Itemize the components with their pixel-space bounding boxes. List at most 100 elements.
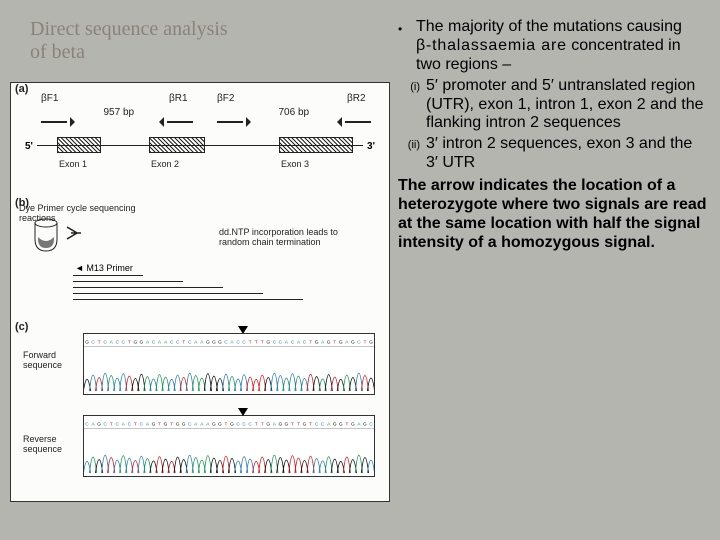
svg-text:G: G [351,340,355,346]
svg-text:G: G [212,340,216,346]
svg-text:G: G [176,422,180,428]
svg-text:C: C [236,340,240,346]
svg-text:T: T [261,340,264,346]
svg-text:A: A [285,340,289,346]
svg-text:G: G [182,422,186,428]
svg-text:A: A [230,340,234,346]
svg-text:A: A [146,422,150,428]
svg-text:T: T [128,340,131,346]
fragment-line [73,287,223,288]
svg-text:G: G [206,340,210,346]
svg-text:G: G [369,340,373,346]
svg-text:A: A [164,340,168,346]
svg-text:A: A [110,340,114,346]
primer-βF2: βF2 [217,93,234,104]
svg-text:A: A [297,340,301,346]
page-title: Direct sequence analysis of beta [30,18,230,64]
svg-text:T: T [255,422,258,428]
fragment-line [73,281,183,282]
svg-text:T: T [110,422,113,428]
m13-label: ◄ M13 Primer [75,263,133,273]
svg-text:G: G [285,422,289,428]
svg-text:A: A [122,422,126,428]
svg-text:G: G [333,422,337,428]
heterozygote-arrow-fwd [238,326,248,334]
svg-text:A: A [194,422,198,428]
svg-text:C: C [188,422,192,428]
amplicon-label: 957 bp [104,107,135,118]
arrow-explanation: The arrow indicates the location of a he… [398,177,708,253]
gene-structure: 5' 3' βF1βR1βF2βR2 957 bp706 bp Exon 1Ex… [19,89,381,189]
five-prime-label: 5' [25,141,33,152]
svg-text:C: C [122,340,126,346]
svg-text:A: A [194,340,198,346]
primer-arrow [163,119,193,125]
svg-text:T: T [309,340,312,346]
forward-chromatogram: GCTCACCTGGACAACCTCAAGGGCACCTTTGCCACACTGA… [83,333,375,395]
svg-text:T: T [261,422,264,428]
list-marker-ii: (ii) [398,135,426,173]
exon-box [57,137,101,153]
svg-text:T: T [363,340,366,346]
svg-text:G: G [327,340,331,346]
svg-text:C: C [303,340,307,346]
chromatogram-section: Forward sequence GCTCACCTGGACAACCTCAAGGG… [19,327,381,495]
svg-text:C: C [170,340,174,346]
svg-text:T: T [255,340,258,346]
dyeprimer-label-1: Dye Primer cycle sequencing [19,203,136,213]
svg-text:A: A [273,422,277,428]
svg-text:A: A [327,422,331,428]
exon-box [279,137,353,153]
svg-text:C: C [152,340,156,346]
svg-text:G: G [140,340,144,346]
svg-text:C: C [321,422,325,428]
svg-text:C: C [115,340,119,346]
svg-text:A: A [91,422,95,428]
svg-text:G: G [218,340,222,346]
svg-text:C: C [273,340,277,346]
svg-text:A: A [357,422,361,428]
three-prime-label: 3' [367,141,375,152]
description-text: • The majority of the mutations causing … [398,18,708,253]
svg-text:G: G [85,340,89,346]
list-item-i: 5′ promoter and 5′ untranslated region (… [426,77,708,134]
svg-text:G: G [164,422,168,428]
svg-text:C: C [242,422,246,428]
primer-βF1: βF1 [41,93,58,104]
svg-text:G: G [266,340,270,346]
primer-βR2: βR2 [347,93,366,104]
primer-arrow [41,119,71,125]
svg-text:T: T [98,340,101,346]
svg-text:C: C [369,422,373,428]
svg-text:G: G [363,422,367,428]
svg-text:C: C [85,422,89,428]
svg-text:A: A [206,422,210,428]
svg-text:C: C [140,422,144,428]
svg-text:G: G [339,422,343,428]
svg-text:A: A [200,422,204,428]
svg-text:C: C [91,340,95,346]
svg-text:C: C [224,340,228,346]
primer-βR1: βR1 [169,93,188,104]
svg-text:A: A [321,340,325,346]
exon-box [149,137,205,153]
forward-label: Forward sequence [23,351,79,371]
svg-text:T: T [249,340,252,346]
svg-text:C: C [248,422,252,428]
svg-text:G: G [152,422,156,428]
svg-text:C: C [242,340,246,346]
svg-text:C: C [115,422,119,428]
amplicon-label: 706 bp [279,107,310,118]
primer-arrow [217,119,247,125]
exon-label: Exon 2 [151,159,179,169]
svg-text:T: T [309,422,312,428]
svg-text:A: A [146,340,150,346]
fragment-line [73,293,263,294]
ddntp-label: dd.NTP incorporation leads to random cha… [219,227,369,248]
svg-text:G: G [97,422,101,428]
svg-text:C: C [188,340,192,346]
svg-text:G: G [212,422,216,428]
fragment-line [73,275,143,276]
fragment-line [73,299,303,300]
svg-text:G: G [218,422,222,428]
